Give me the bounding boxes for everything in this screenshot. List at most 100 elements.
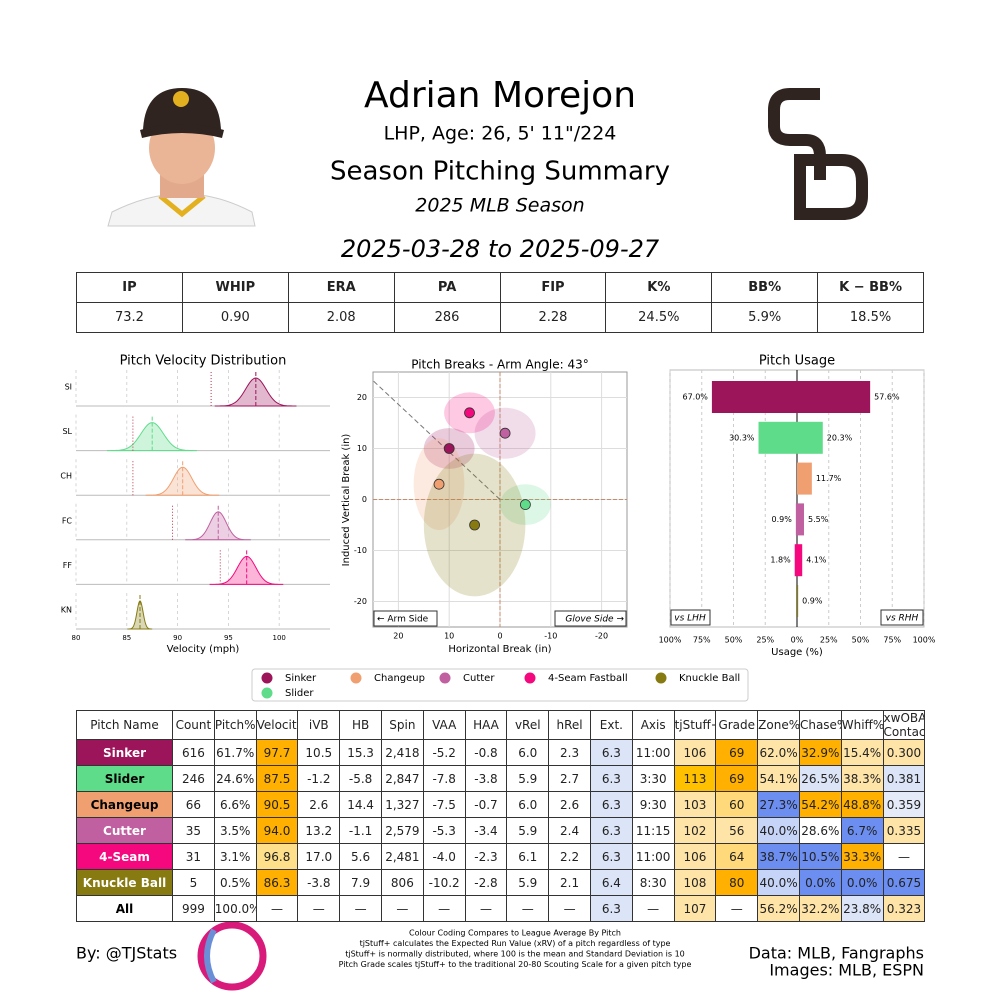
table-row: Slider 246 24.6% 87.5 -1.2 -5.8 2,847 -7.8 -3.8 5…	[76, 765, 926, 792]
table-cell: 15.4%	[840, 739, 884, 766]
table-cell: 0.0%	[840, 869, 884, 896]
table-cell: 32.9%	[798, 739, 842, 766]
x-tick-label: 75%	[693, 636, 711, 645]
table-cell: 60	[715, 791, 759, 818]
legend-swatch	[350, 672, 362, 684]
table-cell: 11:15	[631, 817, 675, 844]
table-cell: 0.5%	[213, 869, 257, 896]
stat-value: 2.28	[499, 302, 607, 333]
date-range: 2025-03-28 to 2025-09-27	[341, 235, 660, 263]
table-cell: -0.7	[464, 791, 508, 818]
table-cell: 80	[715, 869, 759, 896]
table-cell: —	[548, 895, 591, 922]
footer-note: tjStuff+ is normally distributed, where …	[345, 950, 685, 959]
table-cell: -10.2	[422, 869, 466, 896]
column-header: VAA	[422, 710, 466, 740]
table-cell: 3.1%	[213, 843, 257, 870]
table-cell: 69	[715, 739, 759, 766]
x-tick-label: 0%	[791, 636, 804, 645]
table-cell: 3:30	[631, 765, 675, 792]
value-label: 57.6%	[874, 393, 900, 402]
side-box	[670, 609, 711, 626]
value-label: 30.3%	[729, 433, 755, 442]
column-header: Spin	[380, 710, 424, 740]
table-cell: -2.8	[464, 869, 508, 896]
table-cell: 38.7%	[757, 843, 800, 870]
player-bio: LHP, Age: 26, 5' 11"/224	[384, 123, 617, 145]
table-row: Cutter 35 3.5% 94.0 13.2 -1.1 2,579 -5.3 -3.4 5.9…	[76, 817, 926, 844]
table-cell: 5	[172, 869, 215, 896]
break-point	[443, 443, 455, 454]
season: 2025 MLB Season	[415, 195, 584, 217]
y-tick-label: 10	[357, 444, 367, 453]
x-tick-label: 50%	[725, 636, 743, 645]
legend-swatch	[261, 687, 273, 699]
table-cell: 62.0%	[757, 739, 800, 766]
table-cell: -0.8	[464, 739, 508, 766]
pitch-name: Slider	[76, 765, 173, 792]
x-tick-label: 25%	[820, 636, 838, 645]
legend-swatch	[655, 672, 667, 684]
table-cell: 1,327	[380, 791, 424, 818]
stat-value: 18.5%	[817, 302, 924, 333]
x-axis-label: Usage (%)	[771, 647, 823, 658]
table-cell: 32.2%	[798, 895, 842, 922]
row-label: KN	[61, 606, 72, 615]
column-header: Zone%	[757, 710, 800, 740]
annotation: Glove Side →	[565, 615, 624, 625]
table-cell: 106	[673, 739, 717, 766]
table-cell: 5.9	[506, 817, 550, 844]
table-cell: 6.3	[589, 895, 633, 922]
table-cell: 87.5	[255, 765, 299, 792]
table-cell: 13.2	[297, 817, 341, 844]
table-cell: 6.0	[506, 791, 550, 818]
x-tick-label: 50%	[852, 636, 870, 645]
table-cell: 90.5	[255, 791, 299, 818]
column-header: hRel	[548, 710, 591, 740]
column-header: vRel	[506, 710, 550, 740]
value-label: 11.7%	[816, 474, 842, 483]
team-logo	[768, 88, 868, 220]
pitch-name: Cutter	[76, 817, 173, 844]
table-cell: 35	[172, 817, 215, 844]
x-tick-label: -10	[544, 632, 557, 641]
chart-title: Pitch Breaks - Arm Angle: 43°	[411, 358, 589, 372]
table-cell: 108	[673, 869, 717, 896]
row-label: SL	[62, 427, 72, 436]
value-label: 0.9%	[772, 515, 793, 524]
table-cell: 48.8%	[840, 791, 884, 818]
table-row: IP WHIP ERA PA FIP K% BB% K − BB%	[76, 272, 924, 303]
stat-value: 286	[393, 302, 501, 333]
table-cell: —	[631, 895, 675, 922]
stat-value: 0.90	[181, 302, 289, 333]
break-point	[499, 427, 511, 439]
table-cell: —	[506, 895, 550, 922]
annotation: ← Arm Side	[377, 615, 429, 625]
table-cell: 0.335	[882, 817, 926, 844]
table-cell: 246	[172, 765, 215, 792]
table-cell: 106	[673, 843, 717, 870]
stat-header: K − BB%	[817, 272, 924, 303]
x-tick-label: 100%	[659, 636, 682, 645]
y-tick-label: 20	[357, 393, 367, 402]
table-cell: 17.0	[297, 843, 341, 870]
credit: By: @TJStats	[76, 944, 177, 963]
table-cell: 0.381	[882, 765, 926, 792]
y-tick-label: -20	[354, 597, 367, 606]
table-cell: 14.4	[339, 791, 382, 818]
table-row: 73.2 0.90 2.08 286 2.28 24.5% 5.9% 18.5%	[76, 302, 924, 333]
pitch-name: 4-Seam	[76, 843, 173, 870]
x-tick-label: 85	[122, 634, 131, 642]
table-cell: 2.3	[548, 739, 591, 766]
y-axis-label: Induced Vertical Break (in)	[341, 434, 352, 567]
table-cell: —	[255, 895, 299, 922]
table-cell: 113	[673, 765, 717, 792]
player-photo	[107, 85, 256, 227]
table-cell: -2.3	[464, 843, 508, 870]
table-cell: 5.9	[506, 869, 550, 896]
x-tick-label: 100%	[913, 636, 936, 645]
table-cell: 24.6%	[213, 765, 257, 792]
table-cell: 2.4	[548, 817, 591, 844]
break-point	[464, 407, 475, 419]
